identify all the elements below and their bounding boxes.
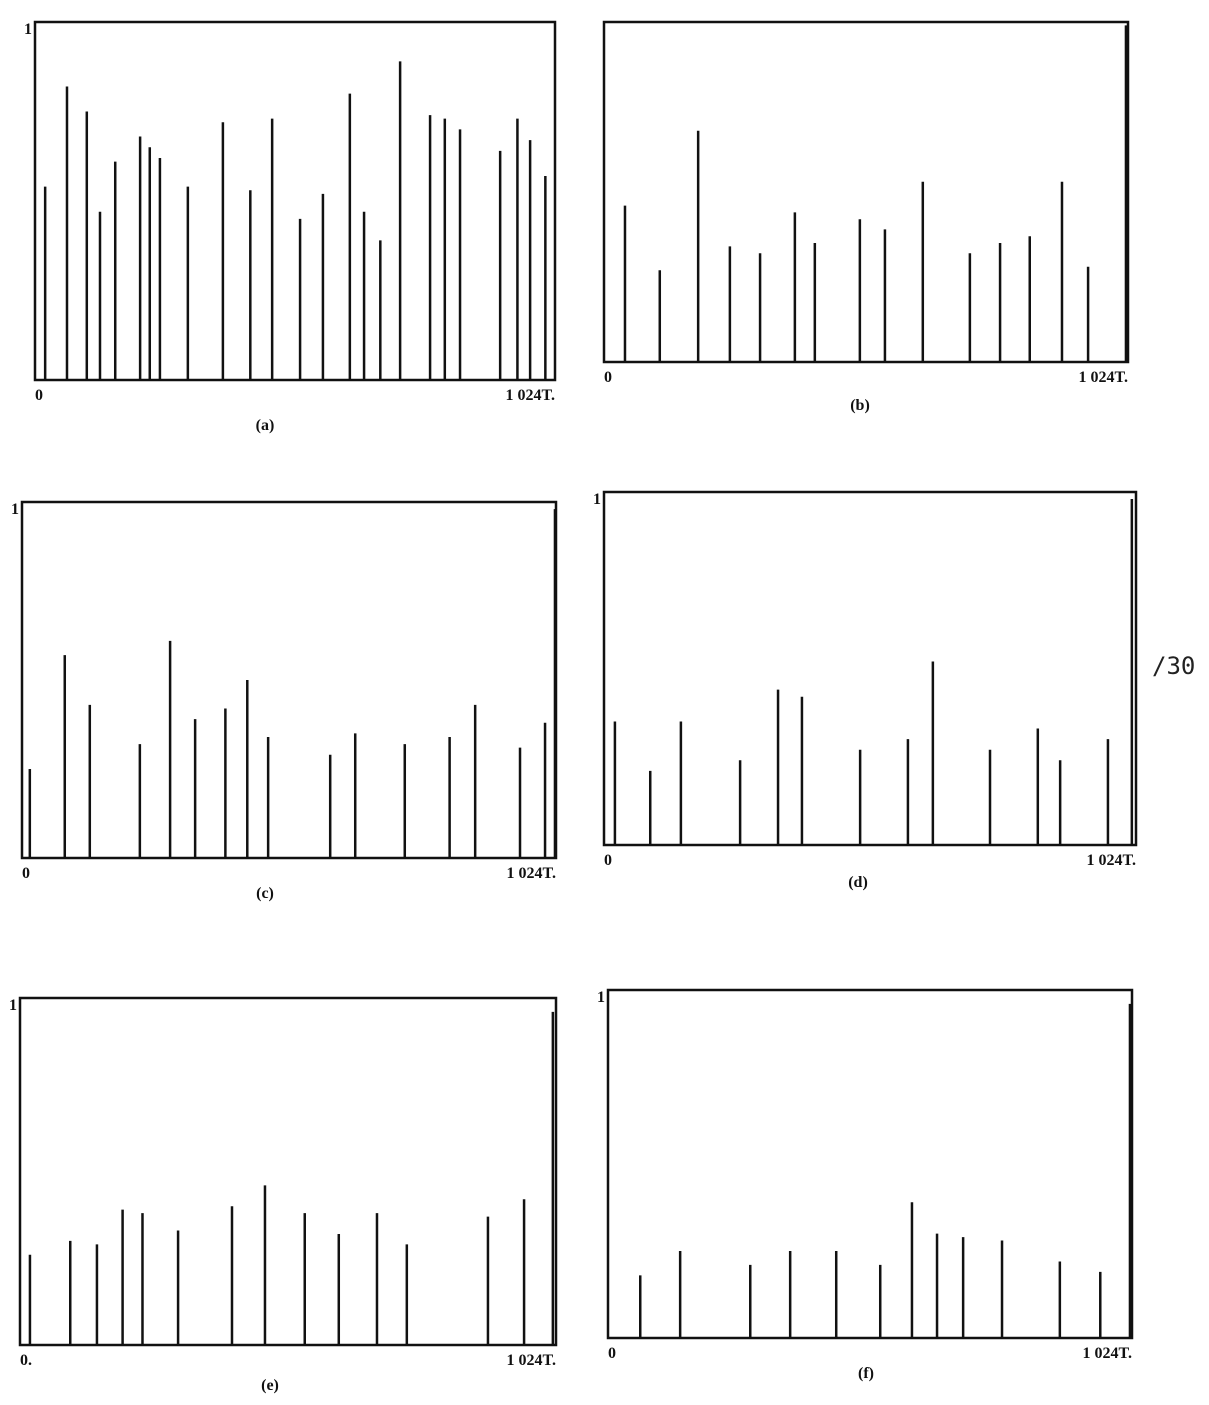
caption: (b) — [850, 397, 870, 414]
y-tick-label: 1 — [597, 989, 605, 1006]
x-tick-label: 0 — [604, 369, 612, 386]
plot-frame — [33, 20, 557, 382]
page-number: /30 — [1152, 652, 1196, 680]
plot-frame — [18, 996, 558, 1347]
x-tick-label: 1 024T. — [1083, 1345, 1132, 1362]
plot-frame — [602, 20, 1130, 364]
x-tick-label: 1 024T. — [507, 1352, 556, 1369]
caption: (c) — [256, 885, 274, 902]
caption: (a) — [256, 417, 275, 434]
caption: (d) — [848, 874, 868, 891]
x-tick-label: 0 — [608, 1345, 616, 1362]
x-tick-label: 0. — [20, 1352, 32, 1369]
y-tick-label: 1 — [24, 21, 32, 38]
y-tick-label: 1 — [9, 997, 17, 1014]
x-tick-label: 1 024T. — [507, 865, 556, 882]
caption: (f) — [858, 1365, 874, 1382]
x-tick-label: 0 — [604, 852, 612, 869]
x-tick-label: 1 024T. — [1087, 852, 1136, 869]
plot-frame — [602, 490, 1138, 847]
x-tick-label: 0 — [35, 387, 43, 404]
plot-frame — [606, 988, 1134, 1340]
caption: (e) — [261, 1377, 279, 1394]
x-tick-label: 1 024T. — [506, 387, 555, 404]
x-tick-label: 0 — [22, 865, 30, 882]
y-tick-label: 1 — [593, 491, 601, 508]
x-tick-label: 1 024T. — [1079, 369, 1128, 386]
y-tick-label: 1 — [11, 501, 19, 518]
